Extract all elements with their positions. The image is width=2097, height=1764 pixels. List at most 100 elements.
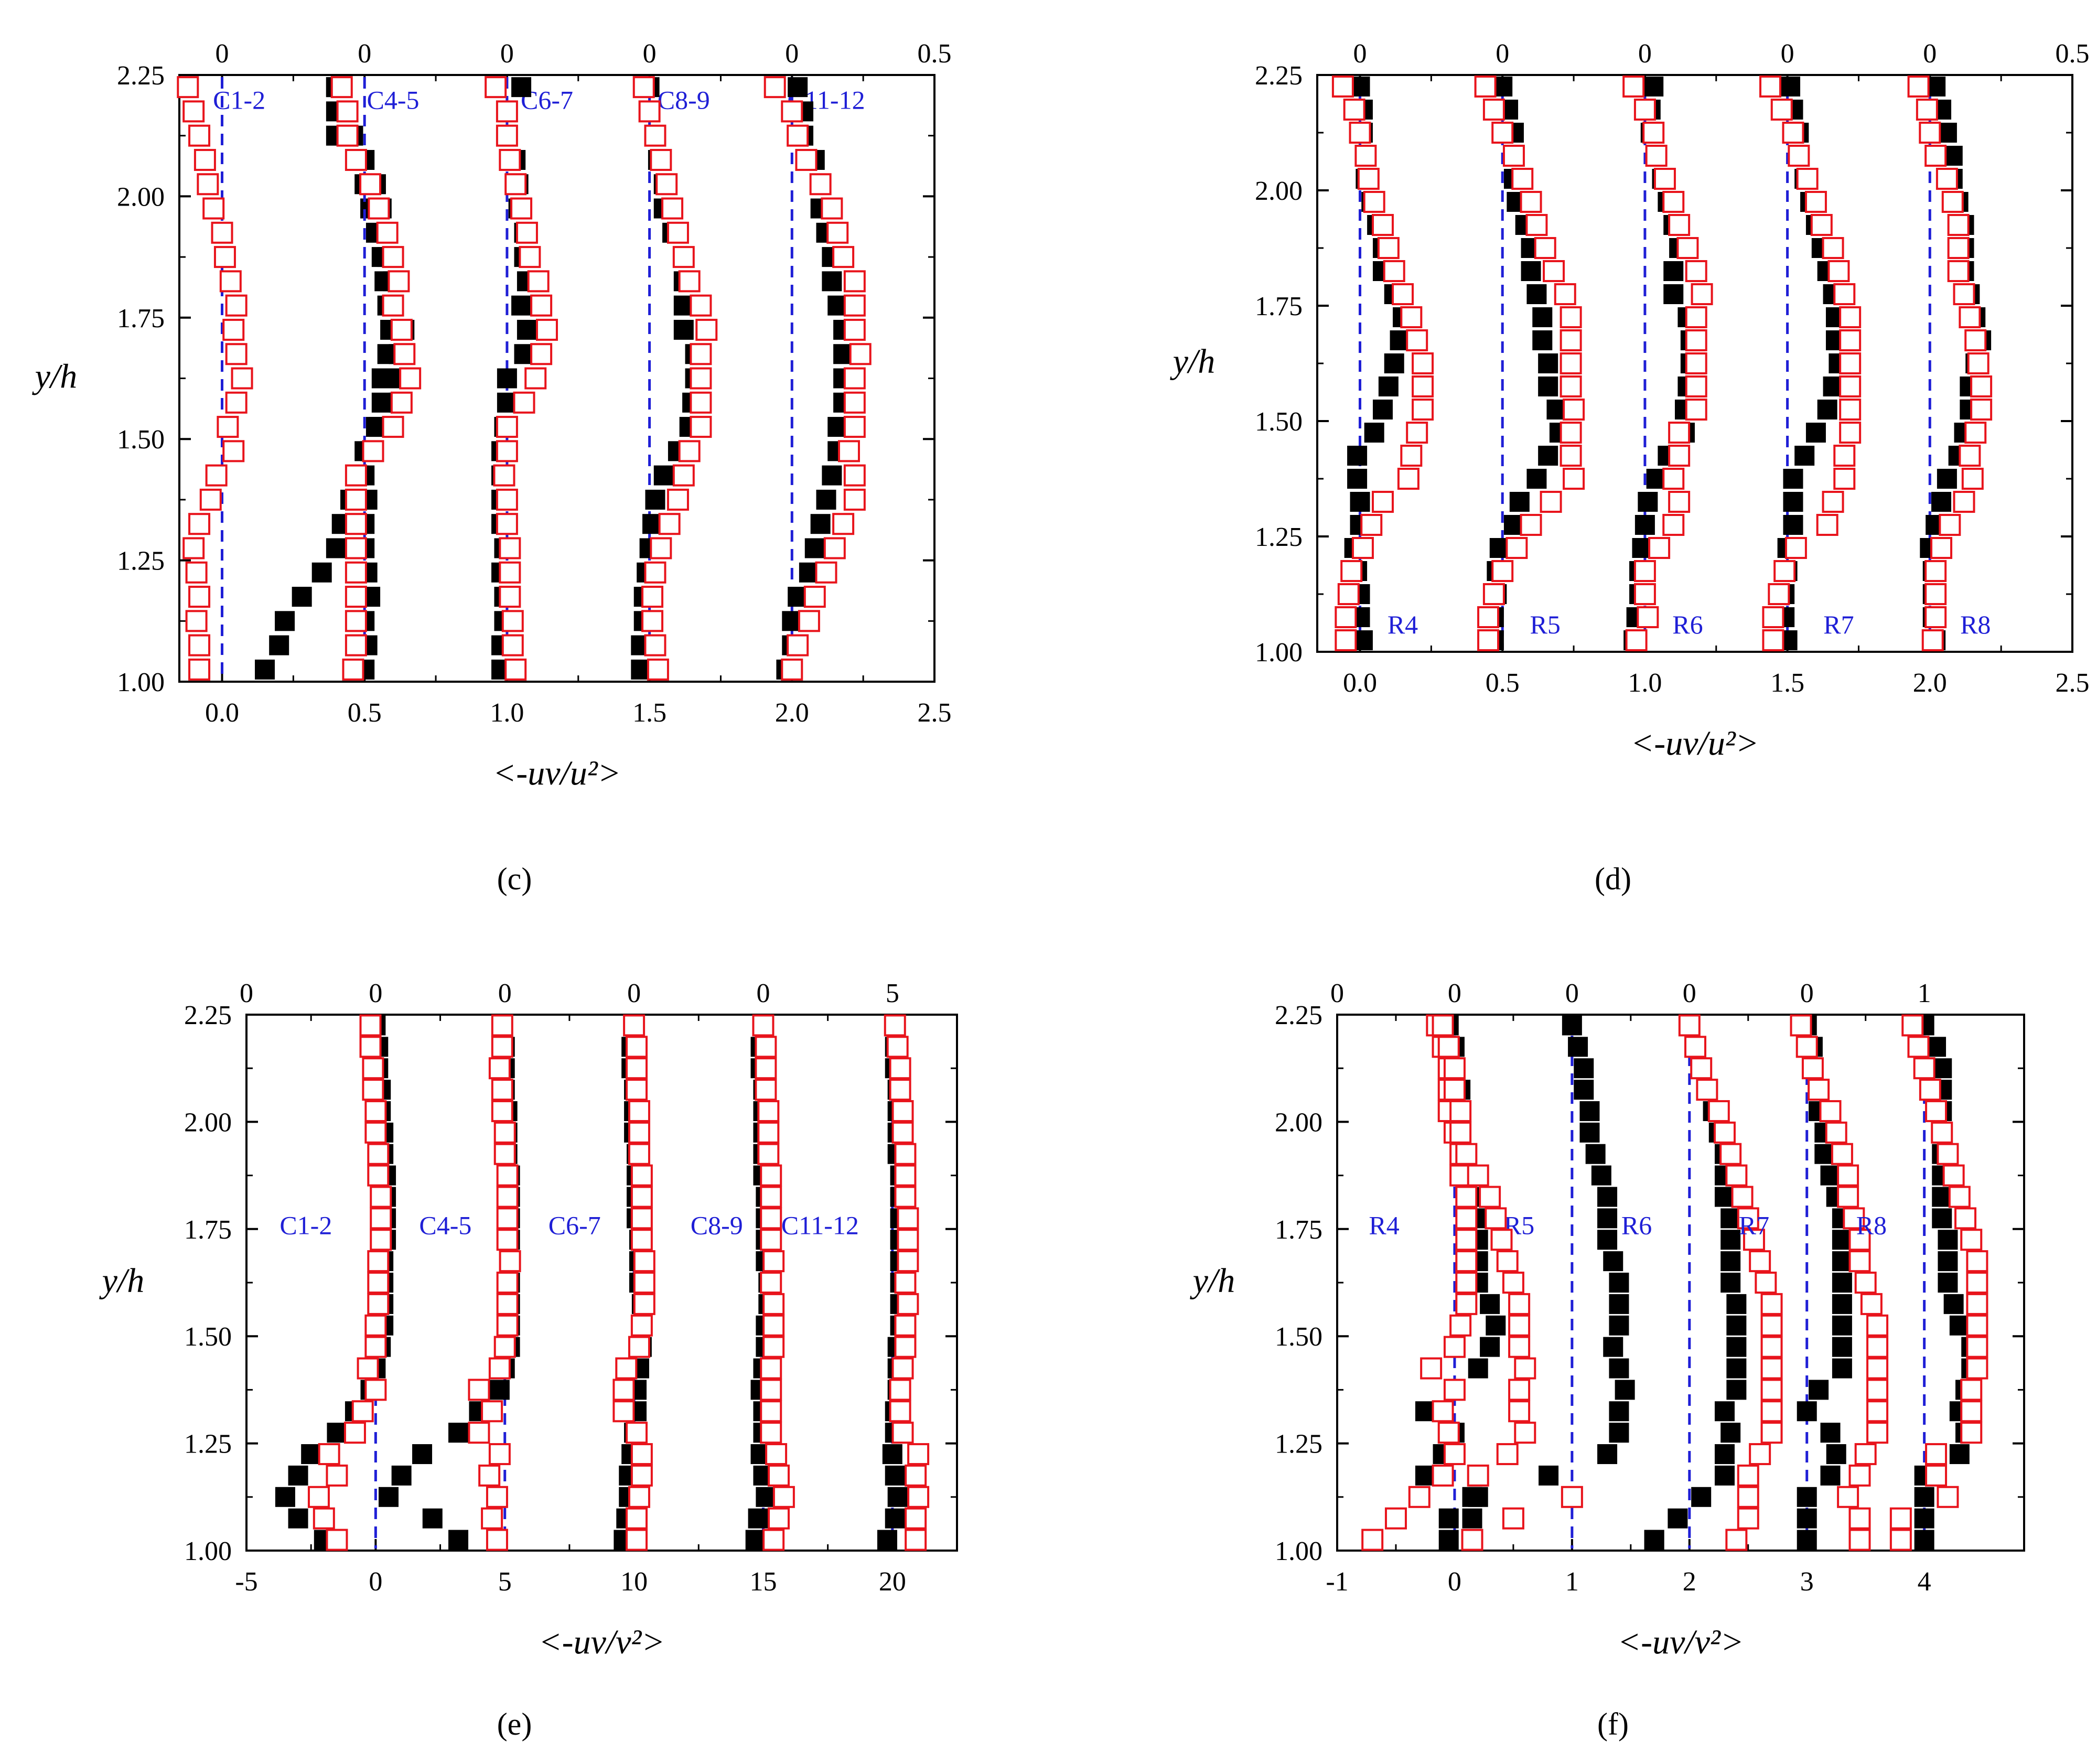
open-marker: [1839, 375, 1862, 397]
filled-marker: [255, 659, 275, 680]
filled-marker: [1480, 1337, 1500, 1357]
open-marker: [843, 270, 866, 293]
open-marker: [318, 1443, 340, 1466]
y-tick-label: 2.25: [1275, 1001, 1322, 1030]
open-marker: [798, 610, 820, 632]
open-marker: [213, 246, 236, 268]
open-marker: [886, 1036, 909, 1058]
open-marker: [787, 124, 809, 147]
open-marker: [1514, 1422, 1536, 1444]
open-marker: [370, 1186, 392, 1208]
open-marker: [843, 416, 866, 438]
open-marker: [1668, 214, 1691, 236]
open-marker: [1625, 629, 1648, 651]
open-marker: [690, 367, 712, 390]
open-marker: [755, 1057, 777, 1080]
caption-f: (f): [1597, 1707, 1629, 1741]
filled-marker: [1832, 1315, 1852, 1336]
open-marker: [1455, 1250, 1478, 1273]
open-marker: [205, 464, 228, 487]
open-marker: [510, 197, 533, 220]
open-marker: [1804, 191, 1827, 213]
x-tick-label: 15: [749, 1567, 777, 1597]
filled-marker: [1949, 1444, 1970, 1465]
open-marker: [1966, 1293, 1988, 1315]
open-marker: [1560, 422, 1582, 444]
filled-marker: [412, 1444, 433, 1465]
filled-marker: [1634, 515, 1655, 535]
open-marker: [891, 1422, 914, 1444]
open-marker: [357, 1357, 379, 1380]
open-marker: [1520, 514, 1542, 536]
x-tick-label: 0.5: [348, 698, 382, 728]
filled-marker: [1574, 1080, 1594, 1100]
open-marker: [630, 1229, 653, 1251]
filled-marker: [1663, 261, 1684, 281]
open-marker: [1343, 99, 1365, 121]
x-tick-label: 2.5: [2056, 668, 2090, 698]
top-tick-label: 0: [785, 39, 799, 69]
open-marker: [496, 513, 518, 535]
open-marker: [382, 294, 404, 317]
open-marker: [630, 1186, 653, 1208]
open-marker: [1939, 514, 1961, 536]
open-marker: [1947, 237, 1970, 259]
filled-marker: [1832, 1294, 1852, 1314]
open-marker: [1340, 560, 1363, 582]
filled-marker: [1797, 1508, 1817, 1529]
y-tick-label: 1.00: [1255, 638, 1303, 668]
filled-marker: [1468, 1487, 1488, 1507]
open-marker: [185, 610, 208, 632]
open-marker: [359, 1036, 382, 1058]
filled-marker: [877, 1530, 897, 1550]
open-marker: [1839, 399, 1862, 421]
top-tick-label: 0.5: [918, 39, 952, 69]
open-marker: [359, 173, 382, 196]
filled-marker: [422, 1508, 443, 1529]
open-marker: [481, 1507, 503, 1530]
open-marker: [1833, 283, 1856, 305]
open-marker: [765, 1443, 788, 1466]
top-tick-label: 0: [358, 39, 371, 69]
open-marker: [762, 1314, 785, 1337]
open-marker: [188, 124, 211, 147]
y-tick-label: 1.25: [1255, 522, 1303, 552]
open-marker: [343, 1422, 366, 1444]
open-marker: [368, 197, 390, 220]
filled-marker: [448, 1530, 469, 1550]
open-marker: [1889, 1529, 1912, 1551]
open-marker: [1461, 1529, 1483, 1551]
open-marker: [1866, 1314, 1889, 1337]
open-marker: [1482, 583, 1505, 605]
filled-marker: [1720, 1251, 1741, 1272]
filled-marker: [517, 319, 537, 340]
filled-marker: [1714, 1465, 1735, 1486]
filled-marker: [1609, 1294, 1629, 1314]
filled-marker: [1378, 377, 1399, 396]
open-marker: [1919, 1079, 1941, 1101]
open-marker: [188, 658, 211, 681]
open-marker: [367, 1293, 390, 1315]
open-marker: [626, 1057, 648, 1080]
open-marker: [1668, 445, 1691, 467]
filled-marker: [1663, 284, 1684, 304]
filled-marker: [1783, 492, 1803, 512]
open-marker: [336, 100, 359, 123]
open-marker: [1967, 352, 1990, 374]
filled-marker: [745, 1530, 766, 1550]
open-marker: [757, 1121, 780, 1144]
open-marker: [843, 391, 866, 414]
open-marker: [1622, 76, 1645, 98]
open-marker: [1400, 445, 1423, 467]
open-marker: [1685, 375, 1707, 397]
open-marker: [1496, 1250, 1519, 1273]
top-tick-label: 0: [1923, 39, 1937, 69]
filled-marker: [885, 1465, 905, 1486]
y-tick-label: 1.50: [184, 1322, 232, 1352]
open-marker: [491, 1079, 513, 1101]
open-marker: [225, 391, 248, 414]
x-tick-label: 0: [1448, 1567, 1461, 1597]
series-C8-9: C8-9: [631, 76, 718, 681]
series-label: R6: [1621, 1211, 1652, 1240]
